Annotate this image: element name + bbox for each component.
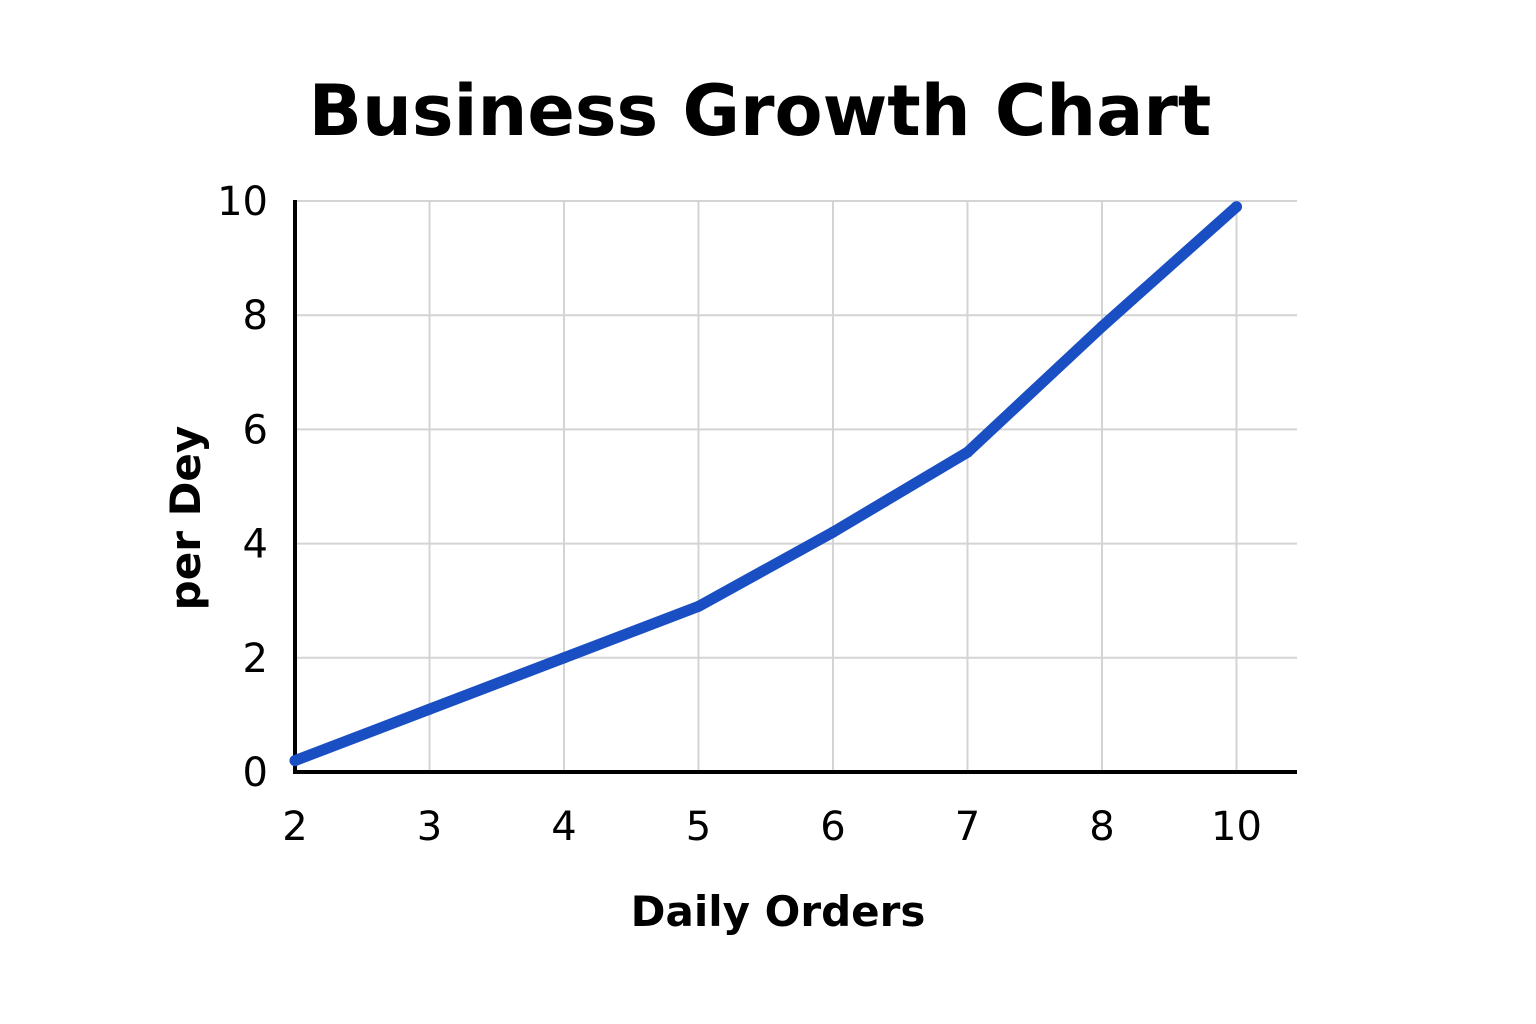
grid bbox=[295, 200, 1297, 772]
x-tick-label: 2 bbox=[282, 804, 307, 850]
x-tick-label: 8 bbox=[1089, 804, 1114, 850]
chart-title: Business Growth Chart bbox=[308, 70, 1212, 152]
data-point bbox=[962, 446, 973, 458]
y-tick-label: 0 bbox=[243, 750, 268, 796]
y-tick-label: 4 bbox=[243, 522, 268, 568]
x-tick-labels: 2 3 4 5 6 7 8 10 bbox=[282, 804, 1262, 850]
y-axis-title: per Dey bbox=[161, 426, 210, 611]
data-point bbox=[1231, 201, 1242, 213]
y-tick-label: 6 bbox=[243, 407, 268, 453]
data-point bbox=[424, 703, 435, 715]
data-point bbox=[693, 600, 704, 612]
x-tick-label: 3 bbox=[417, 804, 442, 850]
y-tick-labels: 0 2 4 6 8 10 bbox=[217, 179, 268, 796]
series-line bbox=[289, 201, 1242, 767]
y-tick-label: 2 bbox=[243, 636, 268, 682]
data-point bbox=[1096, 321, 1108, 333]
y-tick-label: 8 bbox=[243, 293, 268, 339]
axes bbox=[293, 200, 1297, 774]
x-axis-title: Daily Orders bbox=[631, 887, 926, 936]
y-tick-label: 10 bbox=[217, 179, 268, 225]
x-tick-label: 6 bbox=[820, 804, 845, 850]
data-point bbox=[558, 652, 570, 664]
data-point bbox=[827, 526, 839, 538]
data-point bbox=[289, 755, 301, 767]
series-group bbox=[289, 201, 1242, 767]
x-tick-label: 4 bbox=[551, 804, 576, 850]
x-tick-label: 10 bbox=[1211, 804, 1262, 850]
x-tick-label: 7 bbox=[955, 804, 980, 850]
x-tick-label: 5 bbox=[686, 804, 711, 850]
